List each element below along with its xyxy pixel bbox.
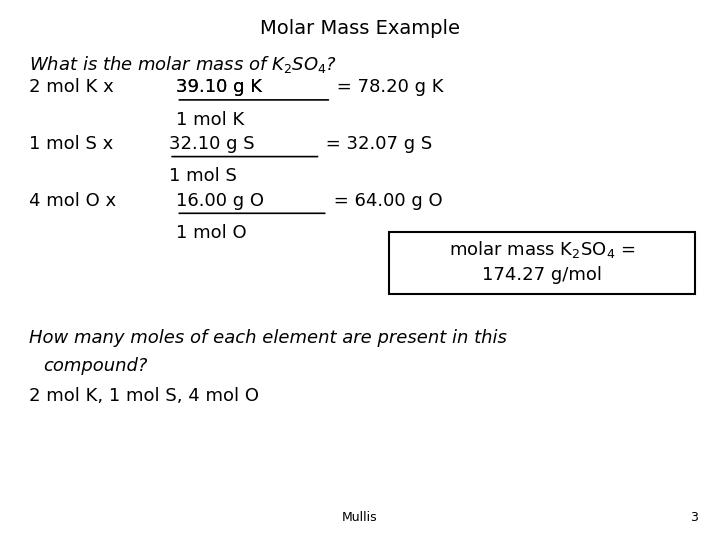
Text: 1 mol K: 1 mol K bbox=[176, 111, 245, 129]
Text: What is the molar mass of K$_2$SO$_4$?: What is the molar mass of K$_2$SO$_4$? bbox=[29, 54, 337, 75]
Text: 1 mol S x: 1 mol S x bbox=[29, 135, 119, 153]
Text: 2 mol K, 1 mol S, 4 mol O: 2 mol K, 1 mol S, 4 mol O bbox=[29, 387, 258, 405]
Text: = 78.20 g K: = 78.20 g K bbox=[331, 78, 444, 96]
Text: 39.10 g K: 39.10 g K bbox=[176, 78, 262, 96]
Text: 4 mol O x: 4 mol O x bbox=[29, 192, 122, 210]
Text: Mullis: Mullis bbox=[342, 511, 378, 524]
Text: compound?: compound? bbox=[43, 357, 148, 375]
Text: molar mass K$_2$SO$_4$ =: molar mass K$_2$SO$_4$ = bbox=[449, 239, 635, 260]
Text: 16.00 g O: 16.00 g O bbox=[176, 192, 264, 210]
Text: 39.10 g K: 39.10 g K bbox=[176, 78, 262, 96]
Text: 3: 3 bbox=[690, 511, 698, 524]
Text: Molar Mass Example: Molar Mass Example bbox=[260, 19, 460, 38]
FancyBboxPatch shape bbox=[389, 232, 695, 294]
Text: 32.10 g S: 32.10 g S bbox=[169, 135, 255, 153]
Text: 2 mol K x: 2 mol K x bbox=[29, 78, 120, 96]
Text: How many moles of each element are present in this: How many moles of each element are prese… bbox=[29, 329, 507, 347]
Text: 174.27 g/mol: 174.27 g/mol bbox=[482, 266, 602, 284]
Text: = 64.00 g O: = 64.00 g O bbox=[328, 192, 442, 210]
Text: 1 mol S: 1 mol S bbox=[169, 167, 237, 185]
Text: = 32.07 g S: = 32.07 g S bbox=[320, 135, 433, 153]
Text: 1 mol O: 1 mol O bbox=[176, 224, 247, 242]
